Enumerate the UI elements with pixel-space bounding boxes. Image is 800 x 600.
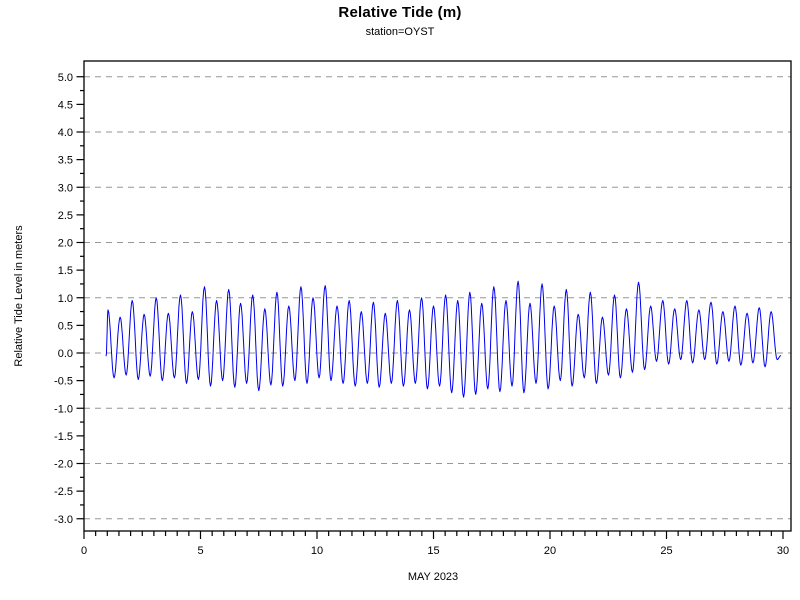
svg-text:0.0: 0.0 (58, 348, 73, 360)
chart-title: Relative Tide (m) (338, 4, 462, 21)
svg-text:10: 10 (311, 545, 323, 557)
svg-text:-1.5: -1.5 (54, 431, 73, 443)
tide-line-series (105, 280, 782, 398)
svg-text:1.5: 1.5 (58, 265, 73, 277)
x-axis-ticks (83, 531, 784, 539)
svg-text:1.0: 1.0 (58, 293, 73, 305)
x-axis-title: MAY 2023 (407, 571, 459, 583)
svg-text:2.5: 2.5 (58, 210, 73, 222)
y-axis-ticks (76, 76, 84, 520)
plot-frame (83, 60, 792, 532)
y-axis-tick-labels: 5.0 4.5 4.0 3.5 3.0 2.5 2.0 1.5 1.0 0.5 0.0 -0.5 -1.… (54, 72, 73, 526)
svg-text:20: 20 (544, 545, 556, 557)
svg-text:5.0: 5.0 (58, 72, 73, 84)
gridlines (84, 76, 791, 520)
x-axis-tick-labels: 0 5 10 15 20 25 30 (81, 545, 789, 557)
svg-text:5: 5 (197, 545, 203, 557)
svg-text:-2.0: -2.0 (54, 459, 73, 471)
svg-text:-1.0: -1.0 (54, 403, 73, 415)
svg-text:-0.5: -0.5 (54, 376, 73, 388)
chart-subtitle: station=OYST (365, 26, 435, 38)
svg-text:30: 30 (777, 545, 789, 557)
svg-text:25: 25 (660, 545, 672, 557)
svg-text:0: 0 (81, 545, 87, 557)
svg-text:4.5: 4.5 (58, 99, 73, 111)
svg-text:3.5: 3.5 (58, 155, 73, 167)
svg-text:2.0: 2.0 (58, 238, 73, 250)
svg-text:15: 15 (427, 545, 439, 557)
svg-text:3.0: 3.0 (58, 182, 73, 194)
svg-text:4.0: 4.0 (58, 127, 73, 139)
svg-text:-2.5: -2.5 (54, 486, 73, 498)
svg-text:0.5: 0.5 (58, 320, 73, 332)
svg-text:-3.0: -3.0 (54, 514, 73, 526)
